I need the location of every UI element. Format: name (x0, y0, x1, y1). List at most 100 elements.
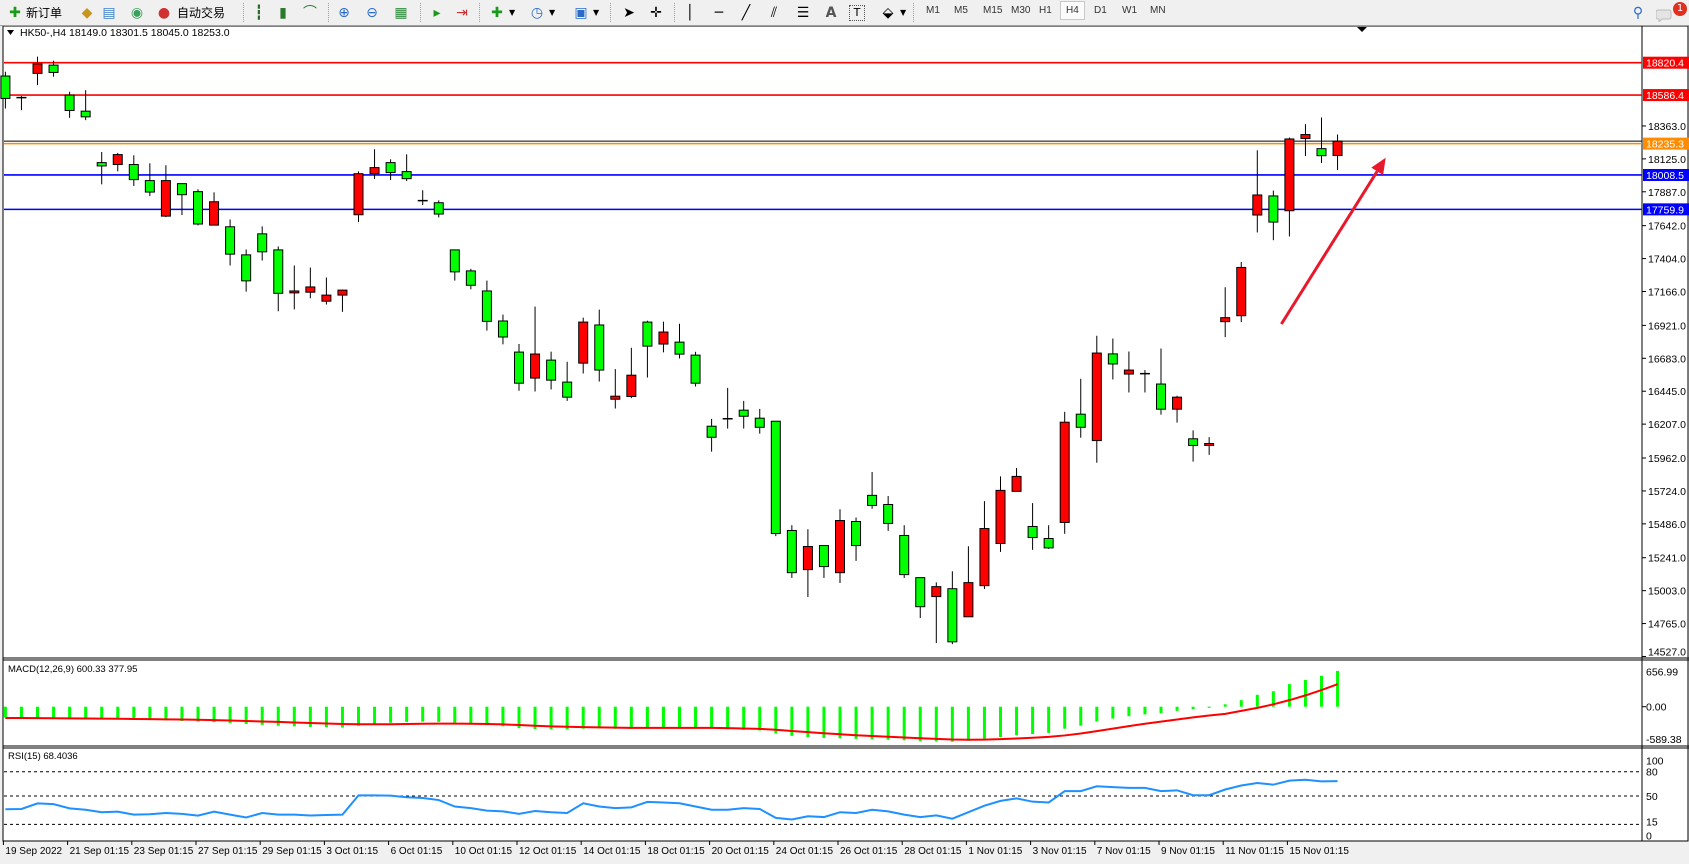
candle-body (48, 64, 59, 73)
timeframe-m15-button[interactable]: M15 (983, 5, 1003, 16)
zoom-in-button[interactable]: ⊕ (335, 3, 353, 22)
auto-scroll-button[interactable]: ▸ (428, 3, 446, 22)
chat-button[interactable]: 1 (1656, 1, 1687, 22)
candle (385, 159, 396, 181)
horizontal-line-icon: ─ (714, 4, 724, 21)
annotation-arrow-shaft (1280, 170, 1379, 325)
chart-shift-marker-icon[interactable] (1357, 27, 1367, 32)
indicators-button[interactable]: ✚ ▼ (488, 3, 515, 22)
candle-body (305, 286, 316, 293)
bar-chart-icon: ┇ (254, 4, 264, 21)
cursor-button[interactable]: ➤ (620, 3, 638, 22)
crosshair-button[interactable]: ✛ (647, 3, 665, 22)
auto-trading-button[interactable]: ● 自动交易 (155, 3, 225, 22)
arrows-icon: ⬙ (882, 4, 894, 21)
bar-chart-button[interactable]: ┇ (250, 3, 268, 22)
chart-window[interactable]: 18363.0 18125.0 17887.0 17642.0 17404.0 17166… (0, 26, 1689, 864)
candle-body (449, 249, 460, 273)
timeframe-w1-button[interactable]: W1 (1122, 5, 1137, 16)
tile-windows-button[interactable]: ▦ (392, 3, 410, 22)
timeframe-m30-button[interactable]: M30 (1011, 5, 1031, 16)
candle (289, 265, 300, 310)
vertical-line-button[interactable]: │ (681, 3, 699, 22)
time-tick-label: 3 Nov 01:15 (1033, 846, 1087, 857)
timeframe-m5-button[interactable]: M5 (954, 5, 968, 16)
templates-button[interactable]: ▣ ▼ (572, 3, 599, 22)
candle-body (1156, 383, 1166, 410)
candle-body (738, 409, 749, 417)
timeframe-mn-button[interactable]: MN (1150, 5, 1166, 16)
candle-body (818, 545, 829, 568)
candle (273, 246, 284, 312)
candle-body (465, 270, 476, 286)
time-tick-label: 10 Oct 01:15 (455, 846, 513, 857)
price-line-label-bg (1643, 56, 1689, 69)
candle (1091, 335, 1102, 463)
candle (48, 60, 59, 77)
candle-body (369, 167, 380, 175)
candle-body (674, 341, 685, 355)
timeframe-h1-button[interactable]: H1 (1039, 5, 1052, 16)
candle-body (385, 162, 396, 174)
candle (1284, 137, 1295, 237)
separator (610, 3, 611, 22)
candle-body (706, 425, 717, 438)
header-dropdown-icon[interactable] (7, 30, 14, 35)
candle-body (802, 546, 813, 571)
price-tick-label: 16683.0 (1648, 353, 1686, 365)
candle-body (546, 359, 557, 381)
text-label-button[interactable]: T (849, 3, 865, 22)
fibonacci-icon: ☰ (796, 4, 810, 21)
candle (209, 192, 220, 226)
candle (0, 71, 11, 109)
market-watch-icon: ◆ (81, 4, 93, 21)
line-chart-button[interactable]: ⌒ (301, 3, 319, 22)
candle (241, 249, 252, 292)
price-tick-label: 17166.0 (1648, 287, 1686, 299)
candle (963, 546, 974, 618)
candlestick-button[interactable]: ▮ (274, 3, 292, 22)
chart-shift-button[interactable]: ⇥ (453, 3, 471, 22)
periods-button[interactable]: ◷ ▼ (528, 3, 555, 22)
time-tick-label: 15 Nov 01:15 (1289, 846, 1349, 857)
time-axis: 19 Sep 2022 21 Sep 01:15 23 Sep 01:15 27 Se… (2, 841, 1349, 857)
candle-body (1300, 134, 1311, 140)
market-watch-button[interactable]: ◆ (78, 3, 96, 22)
horizontal-line-button[interactable]: ─ (710, 3, 728, 22)
time-tick-label: 7 Nov 01:15 (1097, 846, 1151, 857)
fibonacci-button[interactable]: ☰ (794, 3, 812, 22)
candle-body (770, 420, 781, 535)
text-button[interactable]: A (822, 3, 840, 22)
candle-body (1043, 538, 1054, 549)
candle (867, 471, 878, 509)
candle (497, 314, 508, 345)
candle-body (1075, 413, 1086, 428)
new-order-button[interactable]: ✚ 新订单 (6, 3, 62, 22)
price-tick-label: 16445.0 (1648, 386, 1686, 398)
time-tick-label: 19 Sep 2022 (5, 846, 62, 857)
candle (16, 96, 27, 111)
candle-body (433, 202, 444, 215)
arrows-button[interactable]: ⬙ ▼ (879, 3, 907, 22)
search-button[interactable]: ⚲ (1629, 3, 1647, 22)
candle (1220, 287, 1231, 338)
timeframe-h4-button[interactable]: H4 (1060, 1, 1085, 20)
timeframe-d1-button[interactable]: D1 (1094, 5, 1107, 16)
price-line-label: 18008.5 (1646, 170, 1684, 182)
navigator-button[interactable]: ◉ (128, 3, 146, 22)
separator (674, 3, 675, 22)
equidistant-channel-button[interactable]: ⫽ (765, 3, 783, 22)
candle-body (80, 110, 91, 118)
candle (690, 351, 701, 387)
trendline-button[interactable]: ╱ (737, 3, 755, 22)
zoom-out-button[interactable]: ⊖ (363, 3, 381, 22)
candle (835, 509, 845, 584)
toolbar: ✚ 新订单 ◆ ▤ ◉ ● 自动交易 ┇ ▮ ⌒ ⊕ ⊖ ▦ ▸ ⇥ ✚ ▼ ◷ ▼… (0, 0, 1689, 26)
candle-body (530, 353, 541, 379)
candle (1075, 378, 1086, 438)
macd-tick-label: -589.38 (1646, 734, 1682, 746)
timeframe-m1-button[interactable]: M1 (926, 5, 940, 16)
data-window-button[interactable]: ▤ (100, 3, 118, 22)
time-tick-label: 18 Oct 01:15 (647, 846, 705, 857)
